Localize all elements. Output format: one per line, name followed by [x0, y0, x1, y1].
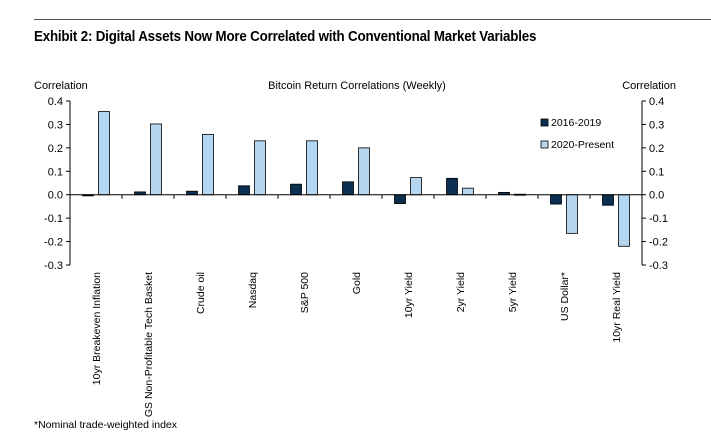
x-tick-label: US Dollar* — [559, 272, 571, 321]
bar-2016-2019 — [186, 190, 198, 196]
x-tick-labels: 10yr Breakeven Inflation GS Non-Profitabl… — [91, 272, 623, 417]
bars — [82, 111, 630, 247]
footnote: *Nominal trade-weighted index — [34, 419, 177, 431]
y-ticks-left: 0.4 0.3 0.2 0.1 0.0 -0.1 -0.2 -0.3 — [44, 96, 70, 272]
top-rule — [34, 19, 711, 20]
bar-2020-present — [462, 187, 474, 196]
x-tick-label: Crude oil — [195, 272, 207, 314]
y-tick-right-label: 0.2 — [649, 143, 664, 155]
legend-swatch — [540, 140, 549, 149]
y-tick-left-label: 0.0 — [48, 190, 63, 202]
x-tick-label: Gold — [351, 272, 363, 294]
bar-2020-present — [306, 140, 318, 196]
x-tick-label: 10yr Breakeven Inflation — [91, 272, 103, 385]
x-tick-label: 10yr Real Yield — [611, 272, 623, 343]
x-ticks — [69, 194, 643, 199]
legend-label: 2016-2019 — [551, 117, 601, 129]
y-tick-right-label: -0.1 — [649, 213, 668, 225]
y-tick-right-label: -0.3 — [649, 260, 668, 272]
y-ticks-right: 0.4 0.3 0.2 0.1 0.0 -0.1 -0.2 -0.3 — [642, 96, 668, 272]
bar-2020-present — [98, 111, 110, 196]
legend-label: 2020-Present — [551, 139, 614, 151]
bar-2020-present — [566, 194, 578, 234]
y-axis-label-left: Correlation — [34, 80, 88, 92]
legend: 2016-2019 2020-Present — [540, 117, 614, 151]
y-tick-left-label: 0.1 — [48, 166, 63, 178]
bar-2016-2019 — [446, 177, 458, 196]
y-tick-right-label: 0.4 — [649, 96, 664, 108]
bar-2016-2019 — [342, 181, 354, 196]
bar-2020-present — [410, 177, 422, 196]
y-tick-right-label: 0.0 — [649, 190, 664, 202]
y-tick-left-label: 0.3 — [48, 119, 63, 131]
bar-2016-2019 — [238, 185, 250, 196]
y-axis-label-right: Correlation — [622, 80, 676, 92]
exhibit-title: Exhibit 2: Digital Assets Now More Corre… — [34, 29, 537, 45]
y-tick-right-label: -0.2 — [649, 237, 668, 249]
bar-2020-present — [618, 194, 630, 247]
bar-2016-2019 — [602, 194, 614, 206]
x-tick-label: Nasdaq — [247, 272, 259, 308]
y-tick-right-label: 0.3 — [649, 119, 664, 131]
y-tick-left-label: 0.4 — [48, 96, 63, 108]
y-tick-left-label: -0.1 — [44, 213, 63, 225]
bar-2016-2019 — [550, 194, 562, 205]
bar-2016-2019 — [394, 194, 406, 205]
chart-title: Bitcoin Return Correlations (Weekly) — [268, 80, 446, 92]
x-tick-label: GS Non-Profitable Tech Basket — [143, 272, 155, 417]
y-tick-left-label: 0.2 — [48, 143, 63, 155]
bar-2020-present — [150, 123, 162, 196]
bar-2020-present — [202, 134, 214, 196]
bar-2020-present — [358, 147, 370, 196]
x-tick-label: 2yr Yield — [455, 272, 467, 312]
y-tick-left-label: -0.3 — [44, 260, 63, 272]
x-tick-label: 5yr Yield — [507, 272, 519, 312]
y-tick-left-label: -0.2 — [44, 237, 63, 249]
x-tick-label: S&P 500 — [299, 272, 311, 313]
x-tick-label: 10yr Yield — [403, 272, 415, 318]
y-tick-right-label: 0.1 — [649, 166, 664, 178]
bar-2016-2019 — [290, 183, 302, 196]
legend-swatch — [540, 118, 549, 127]
bar-2020-present — [254, 140, 266, 196]
